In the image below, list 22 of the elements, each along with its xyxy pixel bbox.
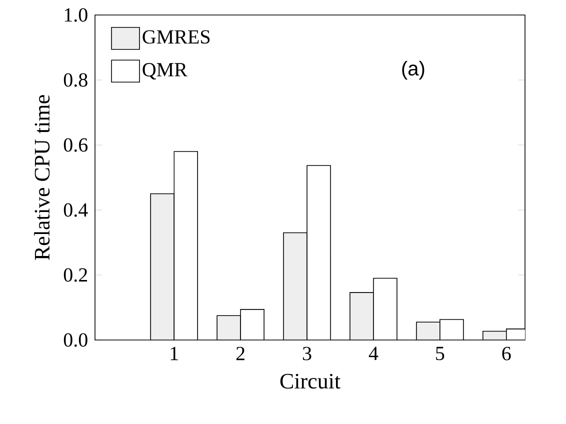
y-tick-label: 1.0: [64, 8, 88, 22]
x-tick-label: 2: [236, 346, 244, 360]
x-tick-label: 4: [368, 346, 378, 360]
annotation: (a): [402, 60, 424, 80]
x-tick-label: 6: [502, 346, 511, 360]
y-tick-label: 0.0: [64, 333, 88, 347]
x-tick-label: 1: [170, 346, 178, 360]
bar: [216, 315, 241, 340]
bar: [150, 193, 174, 340]
x-tick-label: 5: [436, 346, 444, 360]
x-axis-title: Circuit: [280, 374, 340, 389]
y-tick-label: 0.8: [64, 73, 88, 87]
bar: [283, 232, 308, 340]
y-axis-title: Relative CPU time: [34, 95, 50, 260]
x-tick-label: 3: [302, 346, 312, 360]
y-tick-label: 0.6: [64, 138, 88, 152]
y-tick-label: 0.2: [64, 268, 88, 282]
legend-label: GMRES: [142, 30, 210, 44]
legend-label: QMR: [142, 63, 188, 80]
bar: [416, 322, 440, 340]
bar: [350, 292, 374, 340]
y-tick-label: 0.4: [64, 203, 88, 217]
